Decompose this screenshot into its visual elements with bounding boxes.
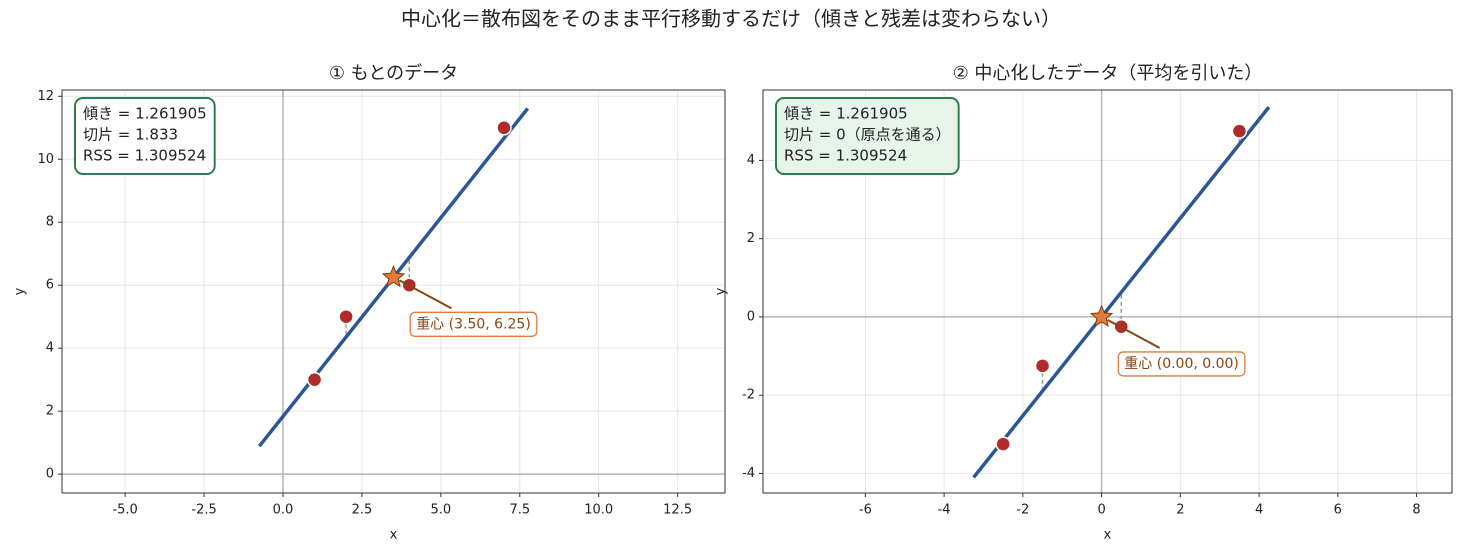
info-line: 傾き = 1.261905 [83,105,207,123]
x-tick-label: 2.5 [352,503,373,518]
annotation-arrow [399,279,452,310]
y-tick-label: 2 [46,404,54,419]
annotation-box [409,311,538,337]
info-line: RSS = 1.309524 [784,147,907,165]
y-tick-label: 4 [46,341,54,356]
x-tick-label: 12.5 [663,503,692,518]
info-box [775,97,960,175]
data-point [995,436,1011,452]
y-tick-label: 4 [747,153,755,168]
x-tick-label: -2.5 [191,503,216,518]
x-tick-label: 6 [1334,503,1342,518]
data-point [1034,358,1051,374]
annotation-label: 重心 (3.50, 6.25) [416,316,531,332]
info-line: 傾き = 1.261905 [784,105,908,123]
y-tick-label: 6 [46,278,54,293]
subplot-title: ① もとのデータ [329,63,458,84]
annotation-arrow [1107,319,1161,349]
x-tick-label: 0 [1097,503,1105,518]
centroid-star [381,264,406,288]
x-axis-label: x [390,528,398,543]
x-tick-label: 8 [1412,503,1420,518]
annotation-label: 重心 (0.00, 0.00) [1124,356,1239,372]
x-tick-label: -4 [938,503,951,518]
info-line: RSS = 1.309524 [83,147,206,165]
x-axis-label: x [1104,528,1112,543]
data-point [338,308,354,325]
x-tick-label: 5.0 [431,503,452,518]
x-tick-label: 4 [1255,503,1263,518]
y-tick-label: -4 [742,466,755,481]
x-tick-label: -5.0 [112,503,137,518]
x-tick-label: -6 [859,503,872,518]
y-tick-label: 2 [747,231,755,246]
centroid-star [1089,304,1114,327]
info-box [74,97,216,175]
y-tick-label: 10 [37,152,54,167]
y-axis-label: y [714,287,729,295]
y-tick-label: 8 [46,215,54,230]
y-tick-label: 0 [46,467,54,482]
y-tick-label: 12 [37,89,54,104]
x-tick-label: 2 [1176,503,1184,518]
annotation-box [1117,351,1246,377]
y-tick-label: 0 [747,309,755,324]
fit-line [972,106,1271,479]
x-tick-label: 7.5 [509,503,530,518]
plot-frame [762,89,1453,494]
y-axis-label: y [13,287,28,295]
x-tick-label: -2 [1016,503,1029,518]
figure-title: 中心化＝散布図をそのまま平行移動するだけ（傾きと残差は変わらない） [401,7,1061,31]
x-tick-label: 0.0 [273,503,294,518]
info-line: 切片 = 0（原点を通る） [784,126,951,144]
plot-frame [61,89,726,494]
y-tick-label: -2 [742,388,755,403]
x-tick-label: 10.0 [584,503,613,518]
data-point [1231,123,1248,139]
data-point [496,120,512,136]
info-line: 切片 = 1.833 [83,126,178,144]
data-point [306,371,323,388]
subplot-title: ② 中心化したデータ（平均を引いた） [953,63,1263,84]
